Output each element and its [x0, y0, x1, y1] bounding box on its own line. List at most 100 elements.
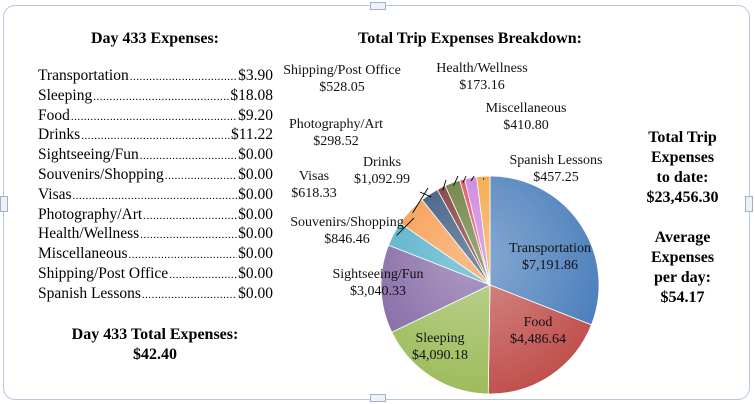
leader-line: [483, 177, 485, 180]
expense-label: Visas: [38, 185, 72, 203]
slice-label-value: $846.46: [324, 232, 370, 247]
leader-line: [453, 175, 459, 186]
expense-label: Food: [38, 106, 70, 124]
expense-row-health: Health/Wellness $0.00: [38, 225, 273, 245]
slice-label-name: Drinks: [363, 155, 401, 170]
expense-row-shipping: Shipping/Post Office $0.00: [38, 265, 273, 285]
trip-total-label-3: to date:: [656, 169, 709, 186]
expense-value: $0.00: [238, 205, 273, 223]
expense-row-sightseeing: Sightseeing/Fun $0.00: [38, 146, 273, 166]
leader-line: [442, 179, 447, 191]
expense-label: Photography/Art: [38, 205, 143, 223]
slice-label-value: $618.33: [291, 186, 337, 201]
day-expenses-title: Day 433 Expenses:: [90, 30, 219, 47]
slice-label-name: Sightseeing/Fun: [332, 267, 423, 282]
slice-label: Sleeping $4,090.18: [412, 331, 468, 363]
expense-label: Shipping/Post Office: [38, 264, 169, 282]
trip-total-label-2: Expenses: [650, 149, 715, 166]
expense-value: $11.22: [230, 126, 273, 144]
expense-row-photography: Photography/Art $0.00: [38, 206, 273, 226]
slice-label: Spanish Lessons $457.25: [510, 153, 603, 185]
trip-total-label-1: Total Trip: [648, 129, 717, 146]
leader-line: [470, 175, 475, 182]
expense-value: $0.00: [238, 165, 273, 183]
average-label-2: Expenses: [650, 249, 715, 266]
chart-frame: [3, 5, 750, 400]
slice-label: Shipping/Post Office $528.05: [283, 63, 401, 95]
slice-label-value: $3,040.33: [350, 284, 406, 299]
slice-label-name: Miscellaneous: [486, 101, 567, 116]
expense-value: $0.00: [238, 284, 273, 302]
expense-label: Health/Wellness: [38, 225, 140, 243]
leader-line: [462, 175, 467, 183]
expense-row-transportation: Transportation $3.90: [38, 67, 273, 87]
slice-label-name: Souvenirs/Shopping: [290, 215, 404, 230]
resize-handle-bottom[interactable]: [370, 394, 386, 402]
resize-handle-right[interactable]: [745, 196, 753, 212]
expense-row-drinks: Drinks $11.22: [38, 126, 273, 146]
expense-value: $0.00: [238, 146, 273, 164]
slice-label-value: $4,486.64: [510, 332, 566, 347]
slice-label: Miscellaneous $410.80: [486, 101, 567, 133]
slice-label-value: $1,092.99: [354, 172, 410, 187]
leader-line: [419, 191, 432, 198]
expense-value: $3.90: [238, 67, 273, 84]
expense-label: Miscellaneous: [38, 245, 128, 263]
slice-label-name: Sleeping: [416, 331, 465, 346]
resize-handle-left[interactable]: [0, 196, 8, 212]
average-value: $54.17: [660, 289, 705, 306]
expense-row-spanish-lessons: Spanish Lessons $0.00: [38, 285, 273, 305]
slice-label-name: Spanish Lessons: [510, 153, 603, 168]
expense-row-sleeping: Sleeping $18.08: [38, 87, 273, 107]
expense-label: Spanish Lessons: [38, 284, 141, 302]
slice-label-value: $7,191.86: [522, 258, 578, 273]
expense-value: $0.00: [238, 225, 273, 243]
slice-label-name: Food: [524, 315, 553, 330]
slice-label: Health/Wellness $173.16: [436, 61, 527, 93]
slice-label-name: Transportation: [509, 241, 591, 256]
slice-label-name: Visas: [299, 169, 329, 184]
slice-label-value: $298.52: [313, 134, 359, 149]
slice-label-value: $410.80: [503, 118, 549, 133]
slice-label: Drinks $1,092.99: [354, 155, 410, 187]
expense-label: Drinks: [38, 126, 81, 144]
slice-label-value: $528.05: [319, 80, 365, 95]
slice-label: Visas $618.33: [291, 169, 337, 201]
leader-line: [396, 217, 415, 236]
day-total-block: Day 433 Total Expenses: $42.40: [40, 325, 270, 365]
slice-label: Transportation $7,191.86: [509, 241, 591, 273]
average-label-3: per day:: [653, 269, 712, 286]
trip-total-block: Total Trip Expenses to date: $23,456.30: [620, 128, 745, 208]
slice-label: Sightseeing/Fun $3,040.33: [332, 267, 423, 299]
day-total-label: Day 433 Total Expenses:: [71, 326, 239, 343]
slice-label-value: $173.16: [459, 78, 505, 93]
trip-total-value: $23,456.30: [646, 189, 719, 206]
slice-label-name: Shipping/Post Office: [283, 63, 401, 78]
expense-label: Sleeping: [38, 86, 93, 104]
expense-value: $0.00: [238, 245, 273, 263]
slice-label: Photography/Art $298.52: [289, 117, 383, 149]
expense-label: Souvenirs/Shopping: [38, 165, 164, 183]
expense-row-souvenirs: Souvenirs/Shopping $0.00: [38, 166, 273, 186]
day-expense-list: Transportation $3.90 Sleeping $18.08 Food $…: [38, 67, 273, 305]
slice-label-name: Photography/Art: [289, 117, 383, 132]
leader-line: [412, 187, 429, 214]
expense-value: $0.00: [238, 185, 273, 203]
chart-title: Total Trip Expenses Breakdown:: [358, 30, 582, 47]
expense-row-visas: Visas $0.00: [38, 186, 273, 206]
expense-label: Transportation: [38, 67, 129, 84]
average-label-1: Average: [654, 229, 711, 246]
pie-highlight: [381, 176, 599, 394]
resize-handle-top[interactable]: [370, 2, 386, 10]
expense-value: $9.20: [238, 106, 273, 124]
slice-label: Food $4,486.64: [510, 315, 566, 347]
average-block: Average Expenses per day: $54.17: [620, 228, 745, 308]
slice-label: Souvenirs/Shopping $846.46: [290, 215, 404, 247]
slice-label-name: Health/Wellness: [436, 61, 527, 76]
expense-value: $18.08: [230, 86, 273, 104]
day-total-value: $42.40: [133, 346, 177, 363]
expense-row-food: Food $9.20: [38, 107, 273, 127]
slice-label-value: $4,090.18: [412, 348, 468, 363]
expense-label: Sightseeing/Fun: [38, 146, 139, 164]
